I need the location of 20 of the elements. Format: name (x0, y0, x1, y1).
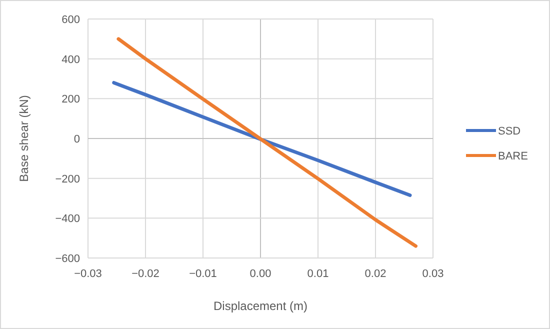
legend-label: SSD (498, 126, 521, 138)
x-tick-label: −0.02 (132, 268, 160, 280)
y-tick-label: 400 (62, 54, 80, 66)
line-series (116, 37, 418, 248)
x-tick-label: −0.01 (189, 268, 217, 280)
y-tick-label: −400 (55, 213, 80, 226)
x-tick-label: 0.02 (364, 268, 386, 280)
line-series (112, 80, 412, 198)
x-tick-label: −0.03 (74, 268, 102, 280)
y-tick-label: 600 (62, 14, 80, 26)
x-tick-label: 0.00 (250, 268, 272, 280)
y-tick-label: −200 (55, 173, 80, 186)
legend-label: BARE (498, 150, 528, 162)
y-axis-title: Base shear (kN) (17, 95, 31, 182)
x-axis-title: Displacement (m) (213, 299, 308, 313)
y-tick-label: 0 (74, 134, 80, 146)
y-tick-label: −600 (55, 253, 80, 265)
y-tick-label: 200 (62, 94, 80, 106)
x-tick-label: 0.01 (307, 268, 329, 280)
x-tick-label: 0.03 (422, 268, 444, 280)
